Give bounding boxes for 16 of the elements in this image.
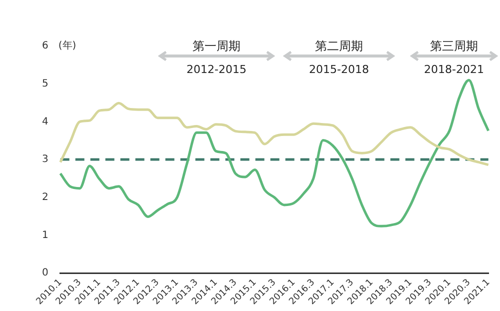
y-tick-label: 1 [42,230,48,241]
y-tick-label: 0 [42,268,48,279]
line-series [59,78,490,228]
line-series [59,102,490,166]
y-axis-title: (年) [58,40,76,52]
y-tick-label: 5 [42,78,48,90]
y-tick-label: 6 [42,40,48,52]
annotation: 第三周期 [429,38,479,55]
y-tick-label: 4 [42,116,48,128]
y-tick-label: 3 [42,154,48,166]
y-tick-label: 2 [42,192,48,203]
annotation: 2015-2018 [308,63,370,76]
annotation: 第二周期 [314,38,364,55]
annotation: 2018-2021 [423,63,485,76]
annotation: 2012-2015 [186,63,248,76]
annotation: 第一周期 [192,38,242,55]
